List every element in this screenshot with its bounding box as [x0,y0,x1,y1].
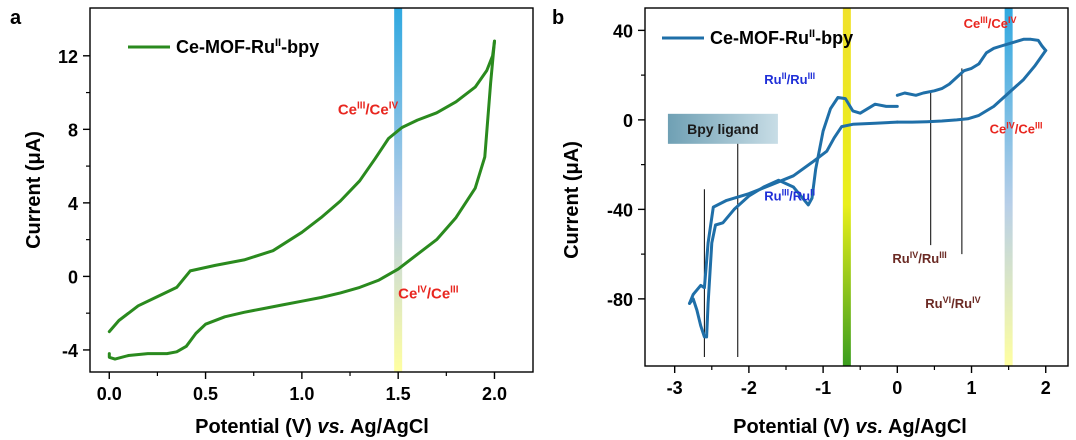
x-tick-label: 1.5 [386,384,411,404]
x-tick-label: 1 [967,378,977,398]
panel-b-series-segment-0 [688,120,899,305]
panel-a-series [107,39,496,361]
panel-b-ticks [638,29,1047,373]
y-tick-label: -80 [607,290,633,310]
y-tick-label: 12 [58,47,78,67]
panel-b-series-segment-2 [895,37,1048,97]
panel-b-annotation-ru-vi-iv: RuVI/RuIV [925,295,980,311]
bpy-ligand-box [667,113,778,144]
panel-b-annotation-ce-iii-iv: CeIII/CeIV [964,15,1017,31]
panel-a-y-tick-labels: -4 0 4 8 12 [58,47,78,361]
panel-a-x-axis-title: Potential (V) vs. Ag/AgCl [195,416,429,438]
panel-a-band [394,8,403,372]
panel-a: a 0.0 0.5 1.0 1.5 2.0 -4 0 4 8 12 Ce-MOF-RuII-bp… [10,7,534,438]
panel-b-legend: Ce-MOF-RuII-bpy [710,28,853,48]
panel-b-series-segment-1 [688,96,899,339]
panel-b-leader-lines [703,68,963,358]
y-tick-label: -40 [607,200,633,220]
x-tick-label: 1.0 [289,384,314,404]
x-tick-label: -2 [741,378,757,398]
panel-b-label: b [552,7,564,29]
panel-b-plot-frame [644,7,1069,367]
x-tick-label: -1 [815,378,831,398]
x-tick-label: -3 [667,378,683,398]
x-tick-label: 0.0 [97,384,122,404]
panel-b-y-tick-labels: -80 -40 0 40 [607,21,633,310]
y-tick-label: 8 [68,120,78,140]
x-tick-label: 2.0 [482,384,507,404]
panel-b-annotation-ce-iv-iii: CeIV/CeIII [990,120,1043,136]
bpy-ligand-label: Bpy ligand [687,121,759,137]
panel-b-x-axis-title: Potential (V) vs. Ag/AgCl [733,416,967,438]
panel-a-y-axis-title: Current (μA) [23,131,45,249]
y-tick-label: 4 [68,194,78,214]
panel-a-annotation-ce-iii-iv: CeIII/CeIV [338,101,399,119]
panel-b-x-tick-labels: -3 -2 -1 0 1 2 [667,378,1051,398]
panel-a-x-tick-labels: 0.0 0.5 1.0 1.5 2.0 [97,384,507,404]
panel-b-series-segment-3 [895,49,1048,124]
panel-b-y-axis-title: Current (μA) [561,141,583,259]
panel-b-annotation-ru-iv-iii: RuIV/RuIII [892,250,946,266]
panel-b-band-right [1004,8,1013,366]
panel-b-band-left [842,8,851,366]
x-tick-label: 0 [892,378,902,398]
y-tick-label: 40 [613,21,633,41]
panel-a-legend: Ce-MOF-RuII-bpy [176,37,319,57]
x-tick-label: 0.5 [193,384,218,404]
panel-b-annotation-ru-iii-ii: RuIII/RuII [764,187,815,203]
y-tick-label: -4 [62,341,78,361]
y-tick-label: 0 [623,111,633,131]
y-tick-label: 0 [68,267,78,287]
panel-b-annotation-ru-ii-iii: RuII/RuIII [764,71,815,87]
panel-a-series-segment-0 [107,39,496,334]
panel-a-plot-frame [89,7,534,373]
panel-a-label: a [10,7,22,29]
x-tick-label: 2 [1041,378,1051,398]
panel-a-annotation-ce-iv-iii: CeIV/CeIII [398,284,459,302]
panel-a-ticks [83,55,496,379]
panel-a-series-segment-1 [107,39,496,361]
panel-b-series [688,37,1048,339]
panel-b: b -3 -2 -1 0 1 2 -80 -40 0 40 Ce-MOF-RuII-bpy Bp… [552,7,1069,438]
